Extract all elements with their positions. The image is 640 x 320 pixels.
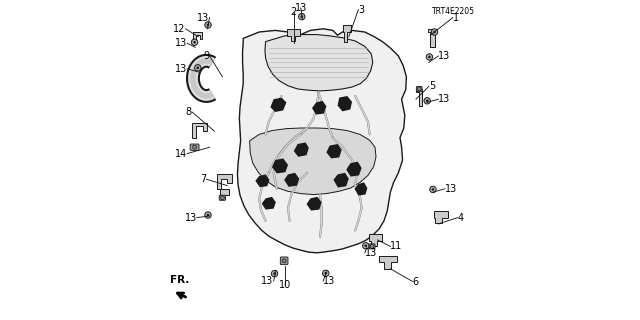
Polygon shape xyxy=(338,96,352,111)
Polygon shape xyxy=(428,29,435,47)
Polygon shape xyxy=(192,123,207,138)
Polygon shape xyxy=(355,182,367,196)
Circle shape xyxy=(271,270,278,277)
Circle shape xyxy=(431,29,438,35)
Text: TRT4E2205: TRT4E2205 xyxy=(432,7,475,16)
Circle shape xyxy=(417,87,421,91)
Circle shape xyxy=(323,270,329,276)
Text: FR.: FR. xyxy=(170,275,189,285)
Polygon shape xyxy=(193,32,202,39)
Circle shape xyxy=(273,272,276,275)
Text: 13: 13 xyxy=(438,94,451,104)
Text: 13: 13 xyxy=(175,64,187,74)
Circle shape xyxy=(324,272,327,275)
Circle shape xyxy=(195,65,201,71)
Circle shape xyxy=(207,214,209,216)
Polygon shape xyxy=(333,173,349,188)
Circle shape xyxy=(207,24,209,26)
Circle shape xyxy=(196,67,199,69)
Text: 13: 13 xyxy=(438,51,451,61)
Text: 13: 13 xyxy=(365,248,377,258)
Polygon shape xyxy=(262,197,276,210)
Circle shape xyxy=(424,98,430,104)
Circle shape xyxy=(430,186,436,193)
FancyBboxPatch shape xyxy=(280,257,288,265)
Polygon shape xyxy=(416,89,422,106)
Polygon shape xyxy=(294,142,309,157)
Circle shape xyxy=(426,54,433,60)
Text: 13: 13 xyxy=(323,276,335,286)
Text: 3: 3 xyxy=(358,4,365,15)
Text: 6: 6 xyxy=(413,276,419,287)
Text: 10: 10 xyxy=(278,280,291,290)
Text: 11: 11 xyxy=(390,241,403,252)
Circle shape xyxy=(301,15,303,18)
Polygon shape xyxy=(220,189,229,195)
Text: 5: 5 xyxy=(429,81,435,92)
Text: 9: 9 xyxy=(204,51,210,61)
Circle shape xyxy=(220,196,225,200)
Polygon shape xyxy=(346,162,362,177)
Text: 13: 13 xyxy=(445,184,457,194)
Circle shape xyxy=(205,212,211,218)
FancyBboxPatch shape xyxy=(190,144,199,150)
Polygon shape xyxy=(312,101,326,115)
Circle shape xyxy=(205,22,211,28)
FancyBboxPatch shape xyxy=(369,244,375,249)
FancyBboxPatch shape xyxy=(219,195,226,200)
Circle shape xyxy=(362,243,369,249)
Text: 4: 4 xyxy=(458,212,464,223)
Polygon shape xyxy=(217,174,232,189)
Circle shape xyxy=(282,259,286,263)
Circle shape xyxy=(426,100,429,102)
Polygon shape xyxy=(255,174,269,187)
Circle shape xyxy=(370,244,374,248)
Polygon shape xyxy=(307,197,322,211)
Text: 7: 7 xyxy=(200,174,206,184)
Polygon shape xyxy=(250,128,376,195)
Circle shape xyxy=(193,41,196,44)
Polygon shape xyxy=(237,29,406,253)
Text: 8: 8 xyxy=(186,107,192,117)
Text: 13: 13 xyxy=(197,12,210,23)
Polygon shape xyxy=(270,98,287,112)
Text: 1: 1 xyxy=(453,12,459,23)
Text: 13: 13 xyxy=(184,212,197,223)
Circle shape xyxy=(428,56,431,58)
Circle shape xyxy=(432,188,434,191)
Circle shape xyxy=(433,31,436,33)
Text: 14: 14 xyxy=(175,148,187,159)
Circle shape xyxy=(298,13,305,20)
Polygon shape xyxy=(287,29,300,41)
Text: 12: 12 xyxy=(173,24,186,34)
Polygon shape xyxy=(343,25,351,42)
Text: 13: 13 xyxy=(175,38,187,48)
Polygon shape xyxy=(380,256,397,269)
Text: 13: 13 xyxy=(294,3,307,13)
Polygon shape xyxy=(284,173,300,187)
FancyBboxPatch shape xyxy=(417,86,422,92)
Polygon shape xyxy=(272,158,288,173)
Text: 2: 2 xyxy=(291,7,297,17)
Polygon shape xyxy=(434,211,448,223)
Polygon shape xyxy=(326,144,342,158)
Polygon shape xyxy=(369,234,383,246)
Circle shape xyxy=(365,244,367,247)
Polygon shape xyxy=(265,35,372,91)
Circle shape xyxy=(191,39,198,45)
Text: 13: 13 xyxy=(261,276,274,286)
Circle shape xyxy=(193,145,196,149)
